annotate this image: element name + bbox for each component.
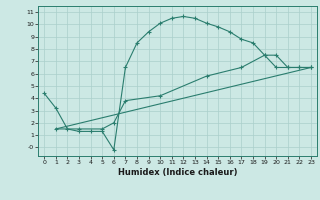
X-axis label: Humidex (Indice chaleur): Humidex (Indice chaleur) (118, 168, 237, 177)
